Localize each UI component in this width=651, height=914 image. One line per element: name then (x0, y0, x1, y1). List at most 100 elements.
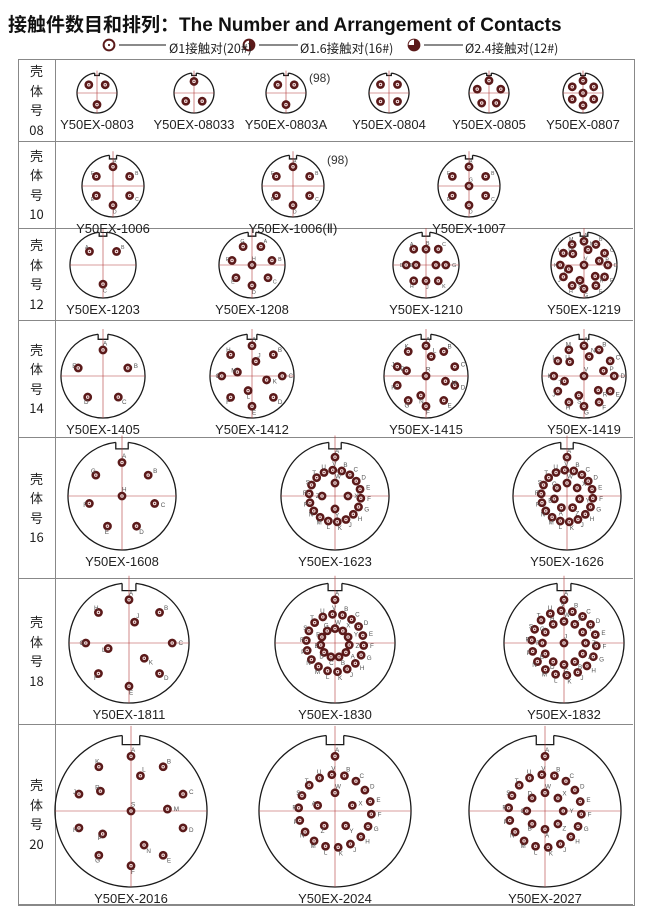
svg-text:G: G (91, 468, 96, 475)
svg-text:G: G (95, 857, 100, 864)
svg-text:B: B (574, 603, 578, 610)
svg-text:Y50EX-08033: Y50EX-08033 (154, 117, 235, 132)
svg-text:L: L (324, 849, 328, 856)
svg-text:Y50EX-2027: Y50EX-2027 (508, 891, 582, 906)
svg-text:D: D (293, 210, 297, 216)
svg-text:G: G (599, 656, 604, 663)
svg-text:G: G (584, 410, 589, 417)
svg-text:L: L (559, 524, 563, 531)
svg-text:T: T (537, 613, 541, 620)
svg-text:F: F (536, 640, 540, 647)
svg-text:B: B (134, 363, 138, 370)
svg-text:B: B (599, 237, 603, 243)
svg-text:E: E (601, 630, 605, 637)
svg-text:Z: Z (575, 510, 579, 517)
svg-text:G: G (584, 293, 588, 299)
svg-text:V: V (584, 257, 588, 263)
svg-text:F: F (603, 643, 607, 650)
svg-text:R: R (600, 279, 604, 285)
svg-text:E: E (315, 643, 319, 650)
svg-text:H: H (73, 827, 78, 834)
svg-text:R: R (292, 804, 297, 811)
svg-text:W: W (335, 619, 341, 626)
svg-text:L: L (433, 347, 437, 354)
svg-text:B: B (447, 343, 451, 350)
svg-text:D: D (621, 373, 626, 380)
svg-text:N: N (541, 511, 546, 518)
svg-text:N: N (591, 347, 596, 354)
svg-text:H: H (360, 665, 365, 672)
svg-text:J: J (552, 391, 555, 398)
svg-text:Y50EX-0804: Y50EX-0804 (352, 117, 426, 132)
svg-text:E: E (105, 529, 109, 536)
svg-text:E: E (369, 631, 373, 638)
svg-text:J: J (558, 278, 561, 284)
svg-text:K: K (339, 851, 344, 858)
svg-text:Y50EX-1626: Y50EX-1626 (530, 554, 604, 569)
svg-text:B: B (121, 245, 125, 251)
svg-text:N: N (419, 399, 424, 406)
svg-text:G: G (452, 263, 456, 269)
svg-text:M: M (549, 519, 554, 526)
svg-text:H: H (252, 257, 256, 263)
svg-text:P: P (98, 835, 102, 842)
svg-text:D: D (361, 475, 366, 482)
svg-text:P: P (304, 501, 308, 508)
svg-text:D: D (550, 664, 555, 671)
svg-text:F: F (602, 405, 606, 412)
svg-text:U: U (553, 464, 558, 471)
svg-text:R: R (603, 392, 608, 399)
svg-text:Y50EX-1405: Y50EX-1405 (66, 422, 140, 437)
svg-text:P: P (504, 819, 508, 826)
svg-text:Y50EX-2016: Y50EX-2016 (94, 891, 168, 906)
svg-text:A: A (264, 239, 268, 245)
svg-text:B: B (343, 462, 347, 469)
svg-text:L: L (554, 677, 558, 684)
svg-text:M: M (231, 367, 236, 374)
svg-text:C: C (355, 611, 360, 618)
svg-text:K: K (273, 379, 278, 386)
svg-text:T: T (312, 470, 316, 477)
svg-text:C: C (520, 808, 525, 815)
svg-text:R: R (502, 804, 507, 811)
svg-text:R: R (95, 785, 100, 792)
svg-text:Y50EX-0803: Y50EX-0803 (60, 117, 134, 132)
svg-text:B: B (556, 767, 560, 774)
svg-text:M: M (315, 669, 320, 676)
svg-text:C: C (161, 502, 166, 509)
svg-text:S: S (529, 624, 533, 631)
svg-text:Y50EX-1832: Y50EX-1832 (527, 707, 601, 722)
svg-text:C: C (189, 789, 194, 796)
svg-text:Z: Z (355, 643, 359, 650)
svg-text:Y50EX-1608: Y50EX-1608 (85, 554, 159, 569)
svg-text:L: L (102, 647, 106, 654)
svg-text:Z: Z (316, 493, 320, 500)
svg-text:H: H (358, 516, 363, 523)
svg-text:C: C (122, 399, 127, 406)
svg-text:A: A (335, 747, 340, 754)
svg-text:R: R (300, 637, 305, 644)
svg-text:B: B (278, 347, 282, 354)
svg-text:P: P (527, 650, 531, 657)
svg-text:Z: Z (321, 828, 325, 835)
svg-text:D: D (189, 827, 194, 834)
svg-text:C: C (315, 197, 319, 203)
svg-text:F: F (83, 502, 87, 509)
svg-text:E: E (410, 263, 414, 269)
svg-text:M: M (452, 380, 457, 387)
svg-text:Y50EX-1830: Y50EX-1830 (298, 707, 372, 722)
svg-text:G: G (240, 239, 244, 245)
svg-text:Y50EX-1811: Y50EX-1811 (93, 707, 166, 722)
svg-text:A: A (335, 591, 340, 598)
svg-text:K: K (442, 284, 446, 290)
svg-text:E: E (366, 485, 370, 492)
svg-text:G: G (584, 826, 589, 833)
svg-text:Y50EX-1203: Y50EX-1203 (66, 302, 140, 317)
svg-text:V: V (564, 461, 569, 468)
svg-text:W: W (564, 612, 570, 619)
svg-text:F: F (226, 399, 230, 406)
svg-text:K: K (554, 263, 558, 269)
svg-text:U: U (548, 605, 553, 612)
svg-text:F: F (94, 675, 98, 682)
svg-text:B: B (167, 759, 171, 766)
